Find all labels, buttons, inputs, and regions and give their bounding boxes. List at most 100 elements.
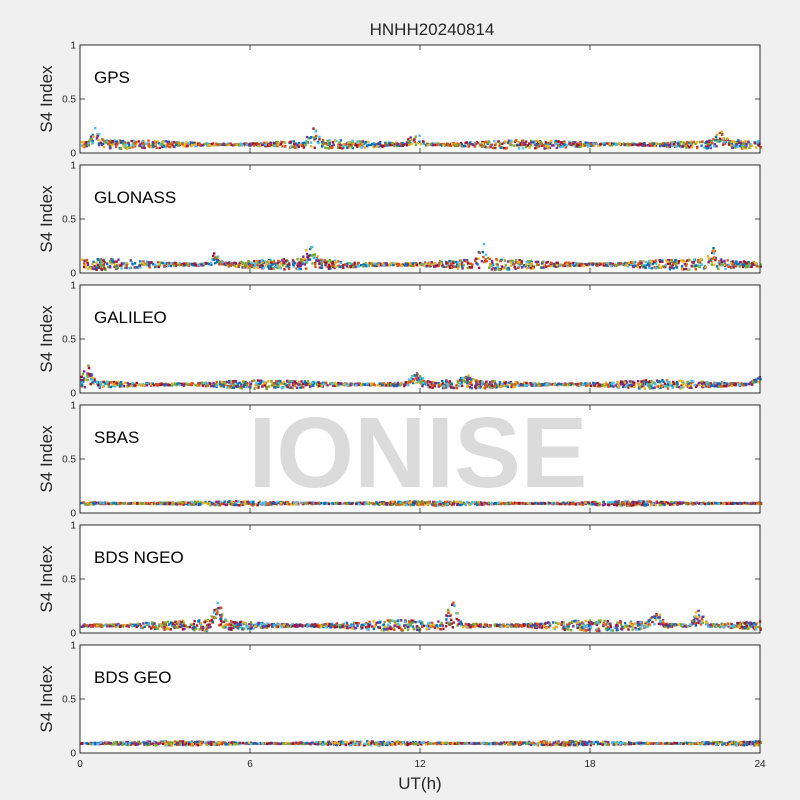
- data-point: [477, 141, 480, 145]
- data-point: [111, 259, 114, 262]
- data-point: [111, 260, 114, 263]
- data-point: [675, 261, 678, 264]
- data-point: [101, 138, 104, 141]
- data-point: [513, 265, 516, 269]
- data-point: [238, 261, 241, 264]
- data-point: [277, 259, 280, 263]
- data-point: [646, 383, 649, 386]
- data-point: [148, 264, 151, 267]
- data-point: [605, 381, 608, 384]
- data-point: [163, 264, 166, 268]
- data-point: [654, 259, 657, 262]
- data-point: [304, 143, 307, 146]
- data-point: [559, 382, 562, 386]
- data-point: [458, 262, 461, 265]
- data-point: [558, 143, 562, 146]
- data-point: [731, 146, 734, 149]
- data-point: [669, 384, 672, 387]
- data-point: [700, 263, 703, 266]
- data-point: [213, 144, 216, 147]
- data-point: [649, 259, 653, 263]
- data-point: [176, 142, 179, 145]
- data-point: [249, 143, 252, 146]
- data-point: [368, 261, 371, 265]
- data-point: [291, 387, 294, 390]
- data-point: [89, 138, 92, 141]
- data-point: [292, 260, 296, 263]
- data-point: [235, 143, 238, 146]
- data-point: [233, 264, 236, 267]
- data-point: [660, 384, 663, 387]
- data-point: [454, 144, 457, 147]
- data-point: [201, 384, 204, 387]
- data-point: [487, 383, 491, 386]
- data-point: [404, 142, 407, 146]
- data-point: [285, 379, 289, 382]
- data-point: [191, 382, 195, 385]
- data-point: [479, 501, 483, 504]
- data-point: [88, 374, 91, 378]
- data-point: [544, 141, 547, 144]
- data-point: [747, 261, 750, 264]
- data-point: [331, 260, 335, 263]
- data-point: [717, 267, 720, 270]
- data-point: [268, 267, 271, 270]
- data-point: [710, 384, 713, 388]
- data-point: [318, 382, 322, 385]
- data-point: [283, 141, 286, 144]
- data-point: [732, 382, 735, 385]
- data-point: [478, 380, 481, 383]
- data-point: [394, 263, 397, 266]
- data-point: [236, 385, 240, 388]
- data-point: [503, 147, 506, 150]
- data-point: [529, 267, 533, 270]
- data-point: [250, 261, 254, 265]
- data-point: [521, 384, 525, 387]
- data-point: [177, 144, 180, 147]
- data-point: [727, 265, 730, 268]
- data-point: [528, 146, 531, 149]
- data-point: [200, 381, 203, 385]
- data-point: [222, 381, 226, 384]
- data-point: [240, 260, 243, 264]
- data-point: [429, 264, 433, 268]
- data-point: [677, 144, 680, 147]
- data-point: [672, 267, 675, 270]
- data-point: [234, 262, 238, 265]
- data-point: [94, 126, 97, 130]
- data-point: [239, 143, 243, 147]
- data-point: [509, 260, 512, 263]
- data-point: [414, 377, 418, 380]
- data-point: [712, 247, 715, 250]
- data-point: [133, 262, 137, 265]
- data-point: [445, 262, 448, 265]
- data-point: [605, 264, 608, 267]
- data-point: [114, 143, 117, 146]
- data-point: [478, 386, 481, 390]
- data-point: [490, 268, 493, 271]
- data-point: [288, 263, 291, 267]
- data-point: [427, 385, 430, 389]
- data-point: [714, 384, 717, 388]
- data-point: [110, 144, 114, 147]
- data-point: [617, 385, 620, 388]
- data-point: [569, 142, 572, 145]
- data-point: [705, 145, 708, 148]
- data-point: [361, 142, 364, 145]
- data-point: [639, 385, 642, 388]
- data-point: [527, 264, 530, 268]
- data-point: [623, 262, 627, 265]
- data-point: [376, 384, 379, 387]
- data-point: [113, 139, 116, 142]
- data-point: [254, 263, 257, 266]
- data-point: [446, 385, 450, 388]
- data-point: [750, 265, 753, 268]
- data-point: [454, 265, 457, 268]
- data-point: [474, 257, 478, 260]
- data-point: [643, 387, 646, 390]
- data-point: [697, 258, 700, 262]
- data-point: [409, 262, 412, 265]
- data-point: [113, 383, 116, 386]
- data-point: [641, 264, 644, 267]
- data-point: [83, 263, 86, 267]
